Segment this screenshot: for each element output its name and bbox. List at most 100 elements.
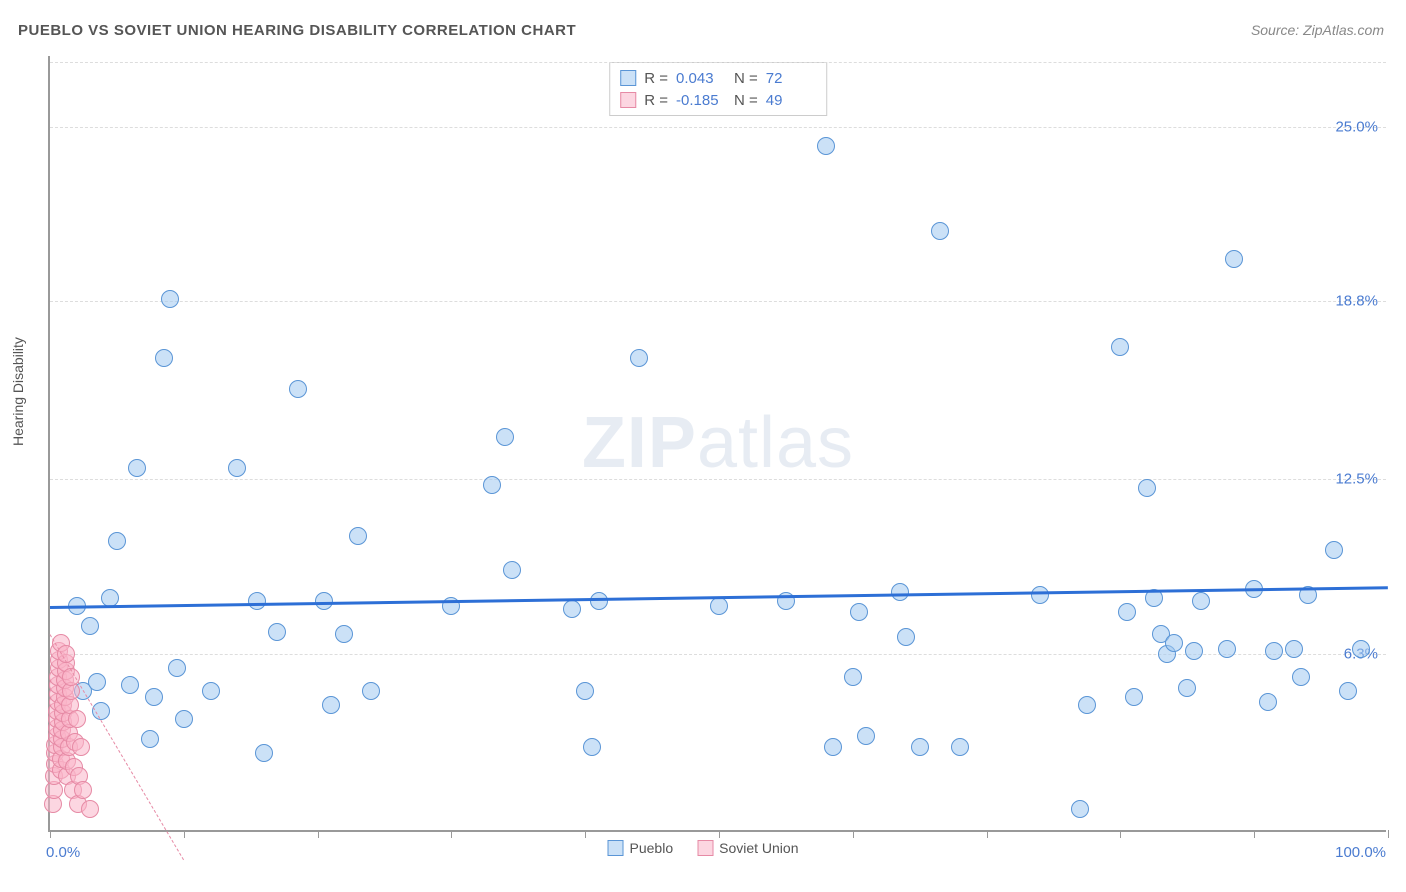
data-point bbox=[1192, 592, 1210, 610]
x-tick bbox=[853, 830, 854, 838]
stat-n-label: N = bbox=[734, 70, 758, 87]
chart-title: PUEBLO VS SOVIET UNION HEARING DISABILIT… bbox=[18, 22, 576, 39]
gridline bbox=[50, 479, 1386, 480]
x-tick bbox=[318, 830, 319, 838]
stats-row: R = 0.043 N = 72 bbox=[620, 67, 816, 89]
data-point bbox=[911, 738, 929, 756]
x-tick bbox=[1388, 830, 1389, 838]
watermark: ZIPatlas bbox=[582, 402, 854, 484]
data-point bbox=[817, 137, 835, 155]
data-point bbox=[1125, 688, 1143, 706]
data-point bbox=[891, 583, 909, 601]
data-point bbox=[496, 428, 514, 446]
data-point bbox=[175, 710, 193, 728]
data-point bbox=[1265, 642, 1283, 660]
stat-n-value: 49 bbox=[766, 92, 816, 109]
gridline bbox=[50, 62, 1386, 63]
data-point bbox=[228, 459, 246, 477]
data-point bbox=[1292, 668, 1310, 686]
stat-r-value: 0.043 bbox=[676, 70, 726, 87]
legend-item: Pueblo bbox=[608, 840, 674, 856]
data-point bbox=[1078, 696, 1096, 714]
y-tick-label: 18.8% bbox=[1335, 293, 1378, 310]
data-point bbox=[630, 349, 648, 367]
data-point bbox=[255, 744, 273, 762]
data-point bbox=[161, 290, 179, 308]
source-label: Source: ZipAtlas.com bbox=[1251, 22, 1384, 38]
stat-r-value: -0.185 bbox=[676, 92, 726, 109]
data-point bbox=[268, 623, 286, 641]
data-point bbox=[88, 673, 106, 691]
data-point bbox=[710, 597, 728, 615]
x-axis-label-min: 0.0% bbox=[46, 844, 80, 861]
x-tick bbox=[451, 830, 452, 838]
watermark-bold: ZIP bbox=[582, 403, 697, 483]
data-point bbox=[155, 349, 173, 367]
data-point bbox=[1178, 679, 1196, 697]
data-point bbox=[1339, 682, 1357, 700]
data-point bbox=[850, 603, 868, 621]
data-point bbox=[503, 561, 521, 579]
data-point bbox=[81, 617, 99, 635]
data-point bbox=[128, 459, 146, 477]
legend-swatch bbox=[608, 840, 624, 856]
legend-item: Soviet Union bbox=[697, 840, 798, 856]
legend-label: Soviet Union bbox=[719, 840, 798, 856]
data-point bbox=[74, 781, 92, 799]
gridline bbox=[50, 301, 1386, 302]
x-tick bbox=[1120, 830, 1121, 838]
data-point bbox=[1138, 479, 1156, 497]
gridline bbox=[50, 127, 1386, 128]
data-point bbox=[141, 730, 159, 748]
stats-legend: R = 0.043 N = 72 R = -0.185 N = 49 bbox=[609, 62, 827, 116]
data-point bbox=[1218, 640, 1236, 658]
x-axis-label-max: 100.0% bbox=[1335, 844, 1386, 861]
x-tick bbox=[1254, 830, 1255, 838]
x-tick bbox=[50, 830, 51, 838]
data-point bbox=[897, 628, 915, 646]
stat-r-label: R = bbox=[644, 70, 668, 87]
data-point bbox=[121, 676, 139, 694]
y-tick-label: 25.0% bbox=[1335, 118, 1378, 135]
bottom-legend: Pueblo Soviet Union bbox=[608, 840, 799, 856]
data-point bbox=[315, 592, 333, 610]
data-point bbox=[1118, 603, 1136, 621]
x-tick bbox=[987, 830, 988, 838]
x-tick bbox=[719, 830, 720, 838]
y-tick-label: 12.5% bbox=[1335, 471, 1378, 488]
data-point bbox=[248, 592, 266, 610]
data-point bbox=[824, 738, 842, 756]
x-tick bbox=[184, 830, 185, 838]
y-axis-title: Hearing Disability bbox=[10, 337, 26, 446]
data-point bbox=[931, 222, 949, 240]
data-point bbox=[335, 625, 353, 643]
series-swatch bbox=[620, 92, 636, 108]
watermark-light: atlas bbox=[697, 403, 854, 483]
data-point bbox=[322, 696, 340, 714]
data-point bbox=[1325, 541, 1343, 559]
data-point bbox=[1352, 640, 1370, 658]
data-point bbox=[362, 682, 380, 700]
data-point bbox=[68, 710, 86, 728]
data-point bbox=[483, 476, 501, 494]
data-point bbox=[1185, 642, 1203, 660]
data-point bbox=[576, 682, 594, 700]
data-point bbox=[1111, 338, 1129, 356]
data-point bbox=[844, 668, 862, 686]
data-point bbox=[349, 527, 367, 545]
data-point bbox=[145, 688, 163, 706]
stat-r-label: R = bbox=[644, 92, 668, 109]
legend-label: Pueblo bbox=[630, 840, 674, 856]
data-point bbox=[81, 800, 99, 818]
data-point bbox=[857, 727, 875, 745]
legend-swatch bbox=[697, 840, 713, 856]
stat-n-value: 72 bbox=[766, 70, 816, 87]
chart-container: PUEBLO VS SOVIET UNION HEARING DISABILIT… bbox=[0, 0, 1406, 892]
data-point bbox=[1031, 586, 1049, 604]
stat-n-label: N = bbox=[734, 92, 758, 109]
data-point bbox=[72, 738, 90, 756]
data-point bbox=[1225, 250, 1243, 268]
data-point bbox=[583, 738, 601, 756]
stats-row: R = -0.185 N = 49 bbox=[620, 89, 816, 111]
data-point bbox=[168, 659, 186, 677]
